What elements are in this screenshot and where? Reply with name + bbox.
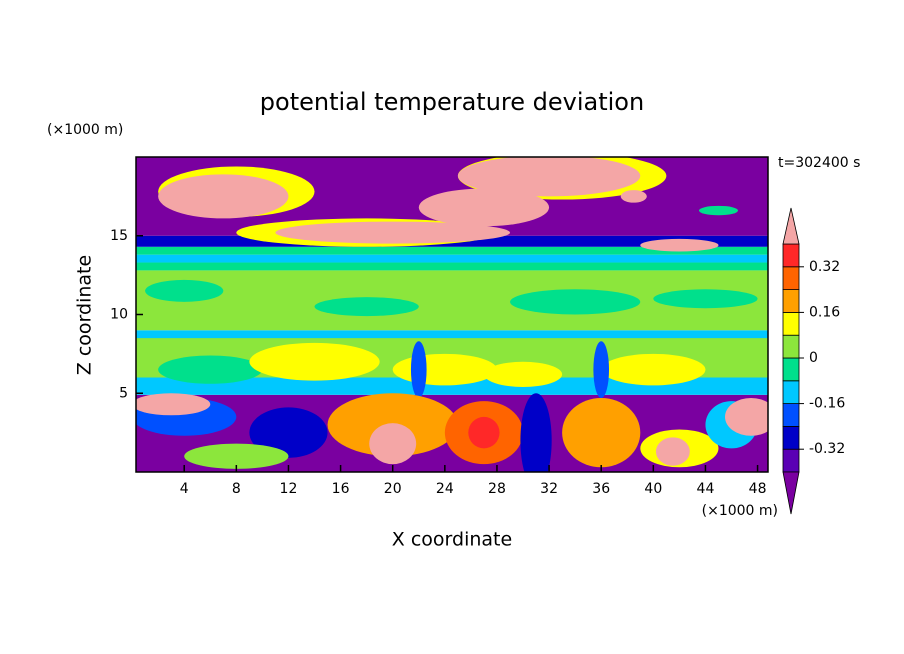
colorbar-box — [782, 289, 800, 313]
x-tick-label: 28 — [488, 481, 506, 497]
colorbar-tick-label: -0.16 — [809, 396, 845, 412]
contour-region — [468, 416, 500, 449]
x-unit: (×1000 m) — [702, 503, 778, 519]
colorbar-box — [782, 243, 800, 268]
colorbar-tick-label: -0.32 — [809, 441, 845, 457]
colorbar-box — [782, 425, 800, 450]
colorbar-box — [782, 380, 800, 404]
contour-region — [145, 279, 224, 302]
colorbar-tick-label: 0.16 — [809, 304, 840, 320]
colorbar-box — [782, 334, 800, 359]
x-tick-label: 12 — [280, 481, 298, 497]
y-unit: (×1000 m) — [47, 122, 123, 138]
x-tick-label: 32 — [540, 481, 558, 497]
colorbar-tick-label: 0.32 — [809, 259, 840, 275]
contour-region — [601, 353, 706, 386]
contour-region — [418, 188, 550, 227]
y-tick-label: 15 — [110, 228, 128, 244]
contour-region — [509, 289, 641, 315]
contour-region — [158, 174, 289, 219]
colorbar-box — [782, 448, 800, 473]
contour-region — [158, 355, 263, 384]
contour-region — [483, 361, 563, 387]
colorbar-over — [782, 207, 800, 245]
contour-region — [275, 221, 510, 244]
annotation: t=302400 s — [778, 155, 860, 171]
contour-region — [136, 254, 768, 263]
colorbar-tick-label: 0 — [809, 350, 818, 366]
contour-region — [136, 246, 768, 255]
x-tick-label: 36 — [592, 481, 610, 497]
contour-region — [136, 262, 768, 271]
contour-region — [593, 341, 610, 398]
y-axis-label: Z coordinate — [74, 255, 96, 375]
contour-region — [655, 437, 690, 466]
colorbar-under — [782, 471, 800, 515]
colorbar-box — [782, 357, 800, 382]
chart-title: potential temperature deviation — [260, 88, 644, 116]
contour-region — [249, 342, 380, 381]
contour-region — [249, 407, 328, 458]
contour-region — [725, 397, 768, 436]
x-tick-label: 40 — [644, 481, 662, 497]
y-tick-label: 5 — [119, 385, 128, 401]
contour-region — [184, 443, 289, 469]
colorbar-box — [782, 311, 800, 336]
contour-region — [653, 289, 758, 309]
x-tick-label: 44 — [697, 481, 715, 497]
contour-region — [562, 397, 641, 468]
x-tick-label: 8 — [232, 481, 241, 497]
x-tick-label: 4 — [180, 481, 189, 497]
contour-region — [520, 393, 552, 472]
contour-region — [369, 423, 417, 465]
contour-field — [136, 157, 768, 472]
x-tick-label: 48 — [749, 481, 767, 497]
contour-region — [698, 205, 739, 216]
colorbar-box — [782, 266, 800, 290]
colorbar-box — [782, 403, 800, 427]
contour-region — [620, 190, 647, 203]
contour-region — [640, 238, 719, 252]
contour-region — [392, 353, 497, 386]
y-tick-label: 10 — [110, 307, 128, 323]
x-axis-label: X coordinate — [392, 529, 512, 551]
x-tick-label: 16 — [332, 481, 350, 497]
contour-region — [457, 157, 641, 197]
contour-region — [136, 393, 211, 416]
x-tick-label: 24 — [436, 481, 454, 497]
contour-region — [410, 341, 427, 398]
contour-region — [314, 297, 419, 317]
x-tick-label: 20 — [384, 481, 402, 497]
